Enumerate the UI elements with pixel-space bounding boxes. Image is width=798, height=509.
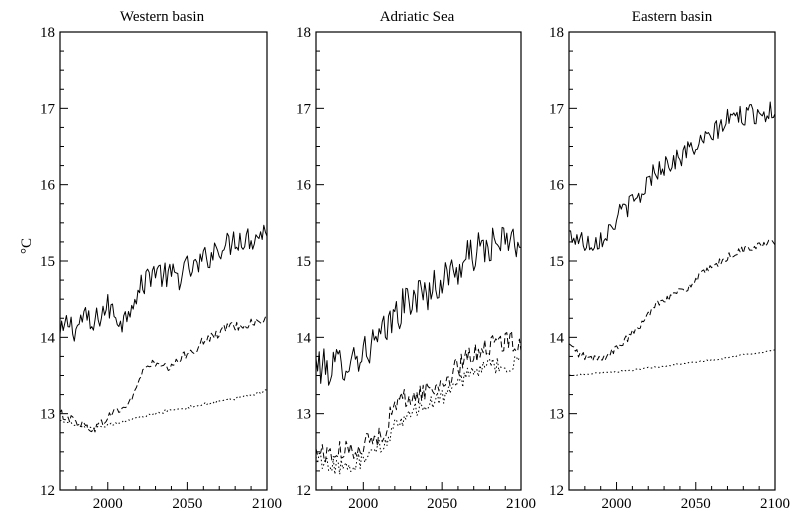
y-tick-label: 17 — [40, 101, 56, 117]
y-tick-label: 18 — [549, 25, 564, 41]
y-tick-label: 18 — [296, 25, 311, 41]
y-tick-label: 13 — [296, 407, 311, 423]
y-axis-label: °C — [19, 238, 35, 254]
y-tick-label: 12 — [549, 483, 564, 499]
chart-title: Western basin — [120, 9, 205, 25]
chart-title: Eastern basin — [632, 9, 713, 25]
chart-panel-eastern-basin: Eastern basin 12 13 14 15 16 17 18 2000 2050 2100 — [549, 9, 790, 509]
series-line-dashed — [568, 239, 776, 362]
y-tick-label: 13 — [549, 407, 564, 423]
plot-frame — [59, 31, 268, 491]
series-line-solid — [315, 226, 522, 386]
series-line-dotted — [568, 349, 776, 377]
series-line-dashed — [315, 330, 522, 463]
y-tick-label: 16 — [40, 178, 56, 194]
y-tick-label: 12 — [40, 483, 55, 499]
y-tick-label: 15 — [40, 254, 55, 270]
x-tick-label: 2000 — [602, 496, 632, 509]
y-tick-label: 18 — [40, 25, 55, 41]
x-tick-label: 2050 — [172, 496, 202, 509]
x-tick-label: 2050 — [681, 496, 711, 509]
y-tick-label: 14 — [549, 330, 565, 346]
y-tick-label: 16 — [296, 178, 312, 194]
chart-title: Adriatic Sea — [380, 9, 455, 25]
x-tick-label: 2100 — [760, 496, 790, 509]
y-tick-label: 17 — [296, 101, 312, 117]
series-line-solid — [59, 224, 268, 342]
y-tick-label: 15 — [549, 254, 564, 270]
series-line-solid — [568, 101, 776, 251]
series-line-dotted — [59, 389, 268, 429]
series-line-dotted — [315, 355, 522, 475]
chart-panel-adriatic-sea: Adriatic Sea 12 13 14 15 16 17 18 2000 2050 2100 — [296, 9, 536, 509]
y-tick-label: 16 — [549, 178, 565, 194]
x-tick-label: 2100 — [252, 496, 282, 509]
x-tick-label: 2000 — [93, 496, 123, 509]
y-tick-label: 14 — [296, 330, 312, 346]
y-tick-label: 17 — [549, 101, 565, 117]
x-tick-label: 2000 — [348, 496, 378, 509]
y-tick-label: 15 — [296, 254, 311, 270]
y-tick-label: 14 — [40, 330, 56, 346]
y-tick-label: 12 — [296, 483, 311, 499]
x-tick-label: 2100 — [506, 496, 536, 509]
plot-frame — [568, 31, 776, 491]
y-tick-label: 13 — [40, 407, 55, 423]
series-line-dashed — [59, 313, 268, 433]
x-tick-label: 2050 — [427, 496, 457, 509]
chart-panel-western-basin: Western basin 12 13 14 15 16 17 18 2000 2050 2100 — [40, 9, 282, 509]
